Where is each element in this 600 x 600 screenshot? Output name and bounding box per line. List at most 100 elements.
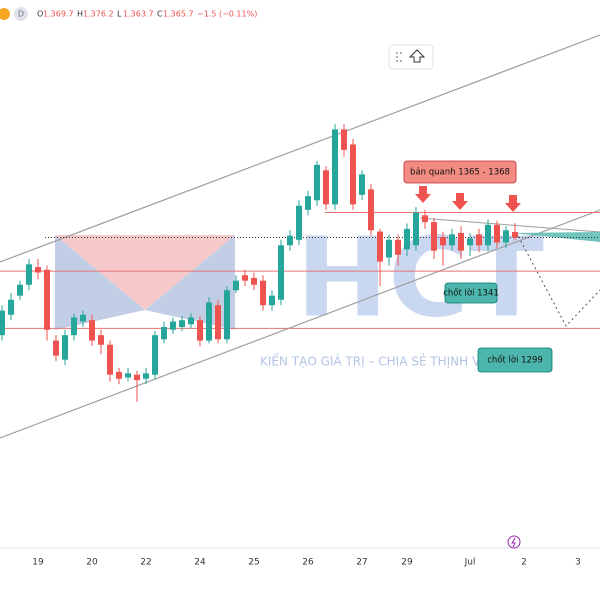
- ohlc-legend: O 1,369.7 H 1,376.2 L 1,363.7 C 1,365.7 −1.5 (−0…: [37, 10, 257, 19]
- candle-body: [215, 305, 221, 340]
- candle-body: [269, 295, 275, 306]
- candle-body: [341, 129, 347, 150]
- event-icon[interactable]: [507, 535, 521, 549]
- candle-body: [134, 374, 140, 381]
- candle-body: [80, 314, 86, 322]
- ohlc-value: 1,363.7: [123, 10, 154, 19]
- candle-body: [0, 310, 5, 336]
- candle-body: [260, 280, 266, 306]
- candle-body: [71, 317, 77, 336]
- candle-body: [125, 373, 131, 378]
- up-button[interactable]: [408, 49, 426, 63]
- grid-button[interactable]: [396, 52, 402, 62]
- candle-body: [35, 267, 41, 273]
- candle-body: [296, 205, 302, 240]
- channel-upper: [0, 34, 600, 263]
- candle-body: [485, 224, 491, 246]
- x-tick-label: 26: [302, 558, 314, 568]
- candle-body: [305, 196, 311, 210]
- annotation-text: chốt lời 1341: [443, 288, 499, 299]
- ohlc-key: C: [157, 10, 163, 19]
- annotation-text: bản quanh 1365 - 1368: [410, 167, 510, 178]
- x-tick-label: 24: [194, 558, 206, 568]
- candle-body: [26, 264, 32, 285]
- ohlc-key: O: [37, 10, 43, 19]
- candle-body: [467, 238, 473, 246]
- watermark-logo: [55, 235, 235, 330]
- candle-body: [17, 284, 23, 296]
- x-tick-label: 3: [575, 558, 581, 568]
- candle-body: [224, 290, 230, 340]
- candle-body: [251, 277, 257, 285]
- candle-body: [422, 215, 428, 223]
- candle-body: [503, 230, 509, 243]
- candle-body: [98, 335, 104, 345]
- candle-body: [458, 232, 464, 251]
- interval-label: D: [18, 10, 24, 19]
- candle-body: [404, 228, 410, 250]
- event-bolt: [511, 537, 516, 548]
- plot: [0, 123, 600, 402]
- candle-body: [161, 327, 167, 340]
- candle-body: [170, 321, 176, 330]
- candle-body: [413, 212, 419, 246]
- annotation-box: [444, 282, 498, 304]
- candle-body: [386, 239, 392, 258]
- candle-body: [278, 245, 284, 300]
- candle-body: [242, 275, 248, 281]
- trend-line: [419, 217, 600, 233]
- candle-body: [395, 239, 401, 255]
- candle-body: [449, 234, 455, 246]
- candle-body: [323, 170, 329, 205]
- candle-body: [431, 222, 437, 251]
- projection-path: [515, 231, 600, 327]
- arrows: [415, 186, 521, 212]
- ohlc-key: L: [117, 10, 122, 19]
- candle-body: [440, 237, 446, 246]
- candle-body: [233, 280, 239, 291]
- candle-body: [116, 371, 122, 379]
- candle-body: [476, 234, 482, 246]
- x-tick-label: 2: [521, 558, 527, 568]
- ohlc-value: 1,365.7: [163, 10, 194, 19]
- x-tick-label: 27: [356, 558, 367, 568]
- candle-body: [512, 232, 518, 238]
- candle-body: [89, 320, 95, 341]
- ohlc-key: H: [77, 10, 83, 19]
- candle-body: [377, 231, 383, 262]
- channel-lower: [0, 209, 600, 439]
- ohlc-value: 1,376.2: [83, 10, 114, 19]
- candle-body: [332, 129, 338, 205]
- candle-body: [494, 224, 500, 243]
- x-tick-label: 25: [248, 558, 259, 568]
- candle-body: [53, 340, 59, 356]
- candle-body: [188, 317, 194, 325]
- change-value: −1.5 (−0.11%): [197, 10, 257, 19]
- x-tick-label: Jul: [464, 558, 476, 568]
- annotation-text: chốt lời 1299: [487, 355, 543, 366]
- interval-badge[interactable]: [14, 7, 28, 21]
- candle-body: [107, 344, 113, 375]
- candle-body: [143, 373, 149, 379]
- symbol-icon: [0, 8, 10, 20]
- candle-body: [287, 235, 293, 246]
- candle-body: [350, 144, 356, 205]
- candle-body: [314, 164, 320, 201]
- ohlc-value: 1,369.7: [43, 10, 74, 19]
- watermark: HCT: [296, 213, 544, 341]
- watermark-slogan: KIẾN TẠO GIÁ TRỊ – CHIA SẺ THỊNH VƯỢNG: [260, 353, 520, 369]
- x-tick-label: 19: [32, 558, 44, 568]
- annotation-box: [477, 347, 553, 373]
- candle-body: [197, 320, 203, 341]
- x-tick-label: 20: [86, 558, 98, 568]
- candle-body: [8, 299, 14, 315]
- candle-body: [44, 269, 50, 330]
- candle-body: [359, 174, 365, 195]
- candle-body: [62, 335, 68, 360]
- candle-body: [206, 302, 212, 341]
- annotation-box: [403, 160, 517, 184]
- x-tick-label: 29: [401, 558, 413, 568]
- candle-body: [179, 320, 185, 327]
- candle-body: [152, 335, 158, 375]
